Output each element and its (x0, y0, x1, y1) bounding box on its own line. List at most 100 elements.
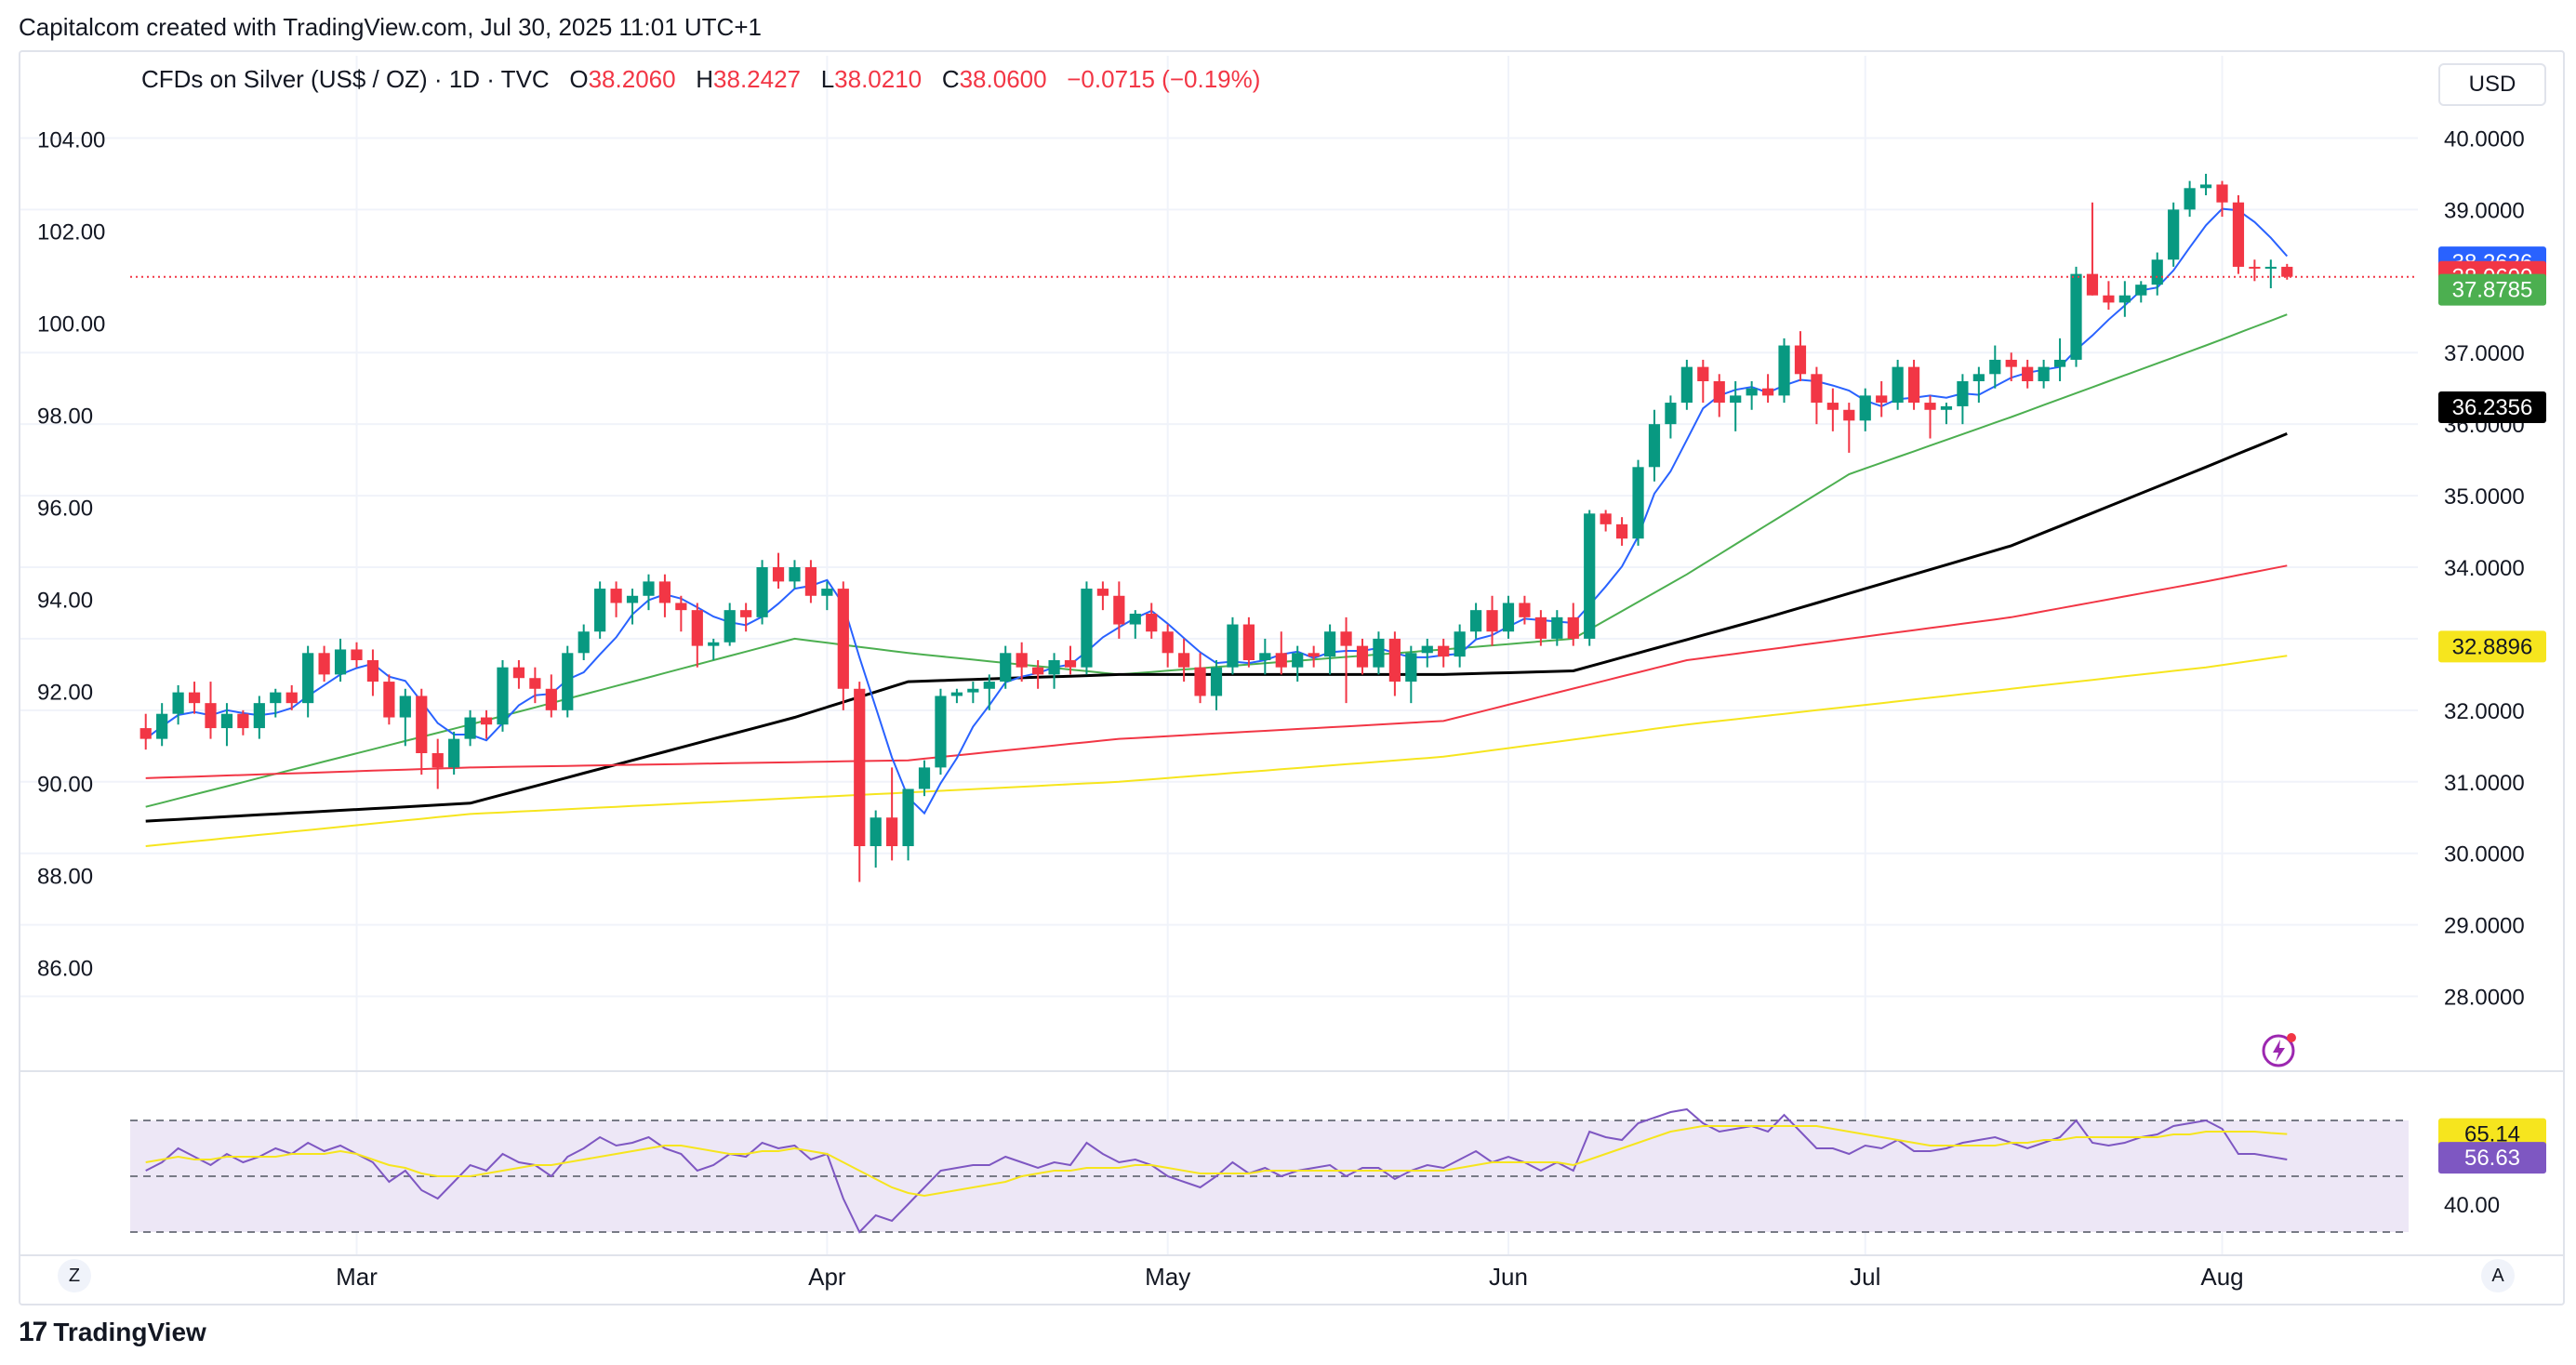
candle-body[interactable] (1308, 653, 1320, 657)
candle-body[interactable] (1972, 374, 1985, 381)
candle-body[interactable] (302, 653, 314, 704)
candle-body[interactable] (1746, 388, 1758, 396)
candle-body[interactable] (1794, 345, 1807, 375)
candle-body[interactable] (902, 789, 914, 846)
candle-body[interactable] (1000, 653, 1012, 682)
candle-body[interactable] (658, 581, 671, 603)
candle-body[interactable] (1454, 631, 1466, 657)
candle-body[interactable] (756, 567, 768, 617)
candle-body[interactable] (1730, 395, 1742, 404)
candle-body[interactable] (2053, 359, 2066, 367)
candle-body[interactable] (1388, 638, 1401, 682)
candle-body[interactable] (383, 682, 395, 718)
candle-body[interactable] (1600, 513, 1612, 524)
candle-body[interactable] (172, 692, 184, 714)
candle-body[interactable] (2070, 273, 2082, 360)
candle-body[interactable] (1324, 631, 1336, 657)
candle-body[interactable] (708, 642, 720, 646)
candle-body[interactable] (772, 567, 785, 582)
candle-body[interactable] (1648, 424, 1661, 468)
lightning-icon[interactable] (2260, 1028, 2301, 1069)
candle-body[interactable] (416, 696, 428, 753)
candle-body[interactable] (2232, 202, 2245, 267)
candle-body[interactable] (983, 682, 995, 689)
candle-body[interactable] (480, 717, 493, 725)
candle-body[interactable] (1924, 403, 1936, 410)
candle-body[interactable] (2281, 266, 2293, 277)
candle-body[interactable] (448, 738, 460, 768)
candle-body[interactable] (1210, 667, 1223, 696)
candle-body[interactable] (2151, 259, 2163, 285)
candle-body[interactable] (1064, 660, 1077, 668)
candle-body[interactable] (1615, 523, 1628, 539)
candle-body[interactable] (2135, 285, 2147, 296)
candle-body[interactable] (1534, 616, 1547, 639)
candle-body[interactable] (1032, 667, 1044, 675)
candle-body[interactable] (1469, 610, 1482, 632)
candle-body[interactable] (139, 728, 152, 739)
zoom-button[interactable]: Z (58, 1259, 91, 1292)
candle-body[interactable] (270, 692, 282, 704)
candle-body[interactable] (2216, 184, 2228, 203)
candle-body[interactable] (1811, 374, 1823, 404)
candle-body[interactable] (318, 653, 330, 675)
candle-body[interactable] (1113, 595, 1125, 625)
candle-body[interactable] (2184, 188, 2196, 210)
candle-body[interactable] (594, 589, 606, 632)
candle-body[interactable] (432, 753, 444, 768)
candle-body[interactable] (1421, 645, 1433, 654)
candle-body[interactable] (1940, 405, 1953, 410)
currency-button[interactable]: USD (2438, 63, 2546, 106)
candle-body[interactable] (156, 713, 168, 739)
candle-body[interactable] (1405, 653, 1417, 682)
candle-body[interactable] (675, 603, 687, 611)
candle-body[interactable] (366, 660, 379, 682)
candle-body[interactable] (1292, 653, 1304, 668)
candle-body[interactable] (545, 688, 557, 710)
candle-body[interactable] (2086, 273, 2099, 296)
candle-body[interactable] (1584, 513, 1596, 639)
candle-body[interactable] (2249, 266, 2261, 269)
candle-body[interactable] (1162, 631, 1174, 654)
candle-body[interactable] (804, 567, 817, 596)
candle-body[interactable] (1259, 653, 1271, 660)
candle-body[interactable] (1876, 395, 1888, 404)
candle-body[interactable] (789, 567, 801, 582)
candle-body[interactable] (1242, 624, 1255, 660)
candle-body[interactable] (205, 703, 217, 729)
candle-body[interactable] (1567, 616, 1579, 639)
candle-body[interactable] (1697, 366, 1709, 381)
candle-body[interactable] (950, 692, 963, 696)
candle-body[interactable] (1551, 616, 1563, 639)
candle-body[interactable] (967, 688, 979, 693)
candle-body[interactable] (1892, 366, 1904, 404)
candle-body[interactable] (2168, 209, 2180, 260)
candle-body[interactable] (2199, 184, 2212, 189)
candle-body[interactable] (512, 667, 525, 679)
candle-body[interactable] (1519, 603, 1531, 617)
candle-body[interactable] (886, 817, 898, 846)
candle-body[interactable] (1438, 645, 1450, 657)
candle-body[interactable] (237, 713, 249, 729)
candle-body[interactable] (1081, 589, 1093, 668)
candle-body[interactable] (837, 589, 849, 689)
candle-body[interactable] (285, 692, 298, 704)
tradingview-logo[interactable]: 17 TradingView (19, 1317, 206, 1348)
candle-body[interactable] (1826, 403, 1839, 410)
candle-body[interactable] (1632, 467, 1644, 539)
candle-body[interactable] (2038, 366, 2050, 381)
legend-symbol[interactable]: CFDs on Silver (US$ / OZ) · 1D · TVC (141, 65, 550, 93)
candle-body[interactable] (918, 767, 931, 789)
candle-body[interactable] (821, 589, 833, 596)
candle-body[interactable] (1778, 345, 1790, 396)
candle-body[interactable] (1502, 603, 1515, 632)
candle-body[interactable] (253, 703, 265, 729)
candle-body[interactable] (2264, 266, 2277, 269)
candle-body[interactable] (1340, 631, 1352, 646)
candle-body[interactable] (1843, 409, 1855, 421)
candle-body[interactable] (1016, 653, 1028, 668)
candle-body[interactable] (1227, 624, 1239, 668)
candle-body[interactable] (854, 688, 866, 846)
candle-body[interactable] (1957, 381, 1969, 406)
